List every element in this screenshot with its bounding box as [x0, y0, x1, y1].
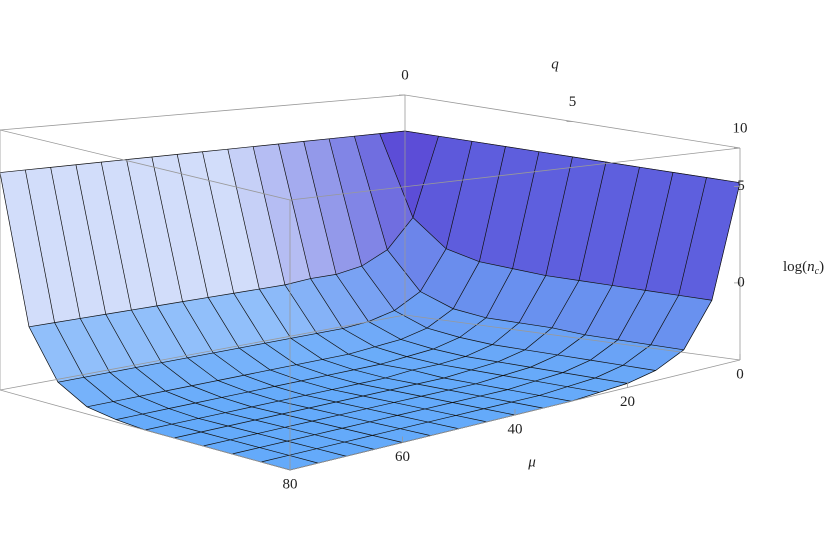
mesh-line [176, 154, 487, 423]
surface [0, 130, 741, 471]
z-label-part: c [815, 266, 820, 277]
z-tick-label: 0 [737, 274, 745, 290]
x-tick-label: 80 [283, 476, 298, 492]
z-label-part: log( [783, 259, 807, 275]
x-tick-label: 60 [395, 449, 410, 465]
x-axis-label: μ [527, 454, 536, 470]
box-edge [0, 314, 406, 391]
mesh-line [278, 143, 600, 393]
mesh-line [227, 149, 544, 409]
mesh-line [50, 167, 347, 457]
z-axis-label: log(nc) [783, 259, 824, 277]
mesh-line [202, 151, 516, 416]
y-tick-label: 5 [569, 94, 577, 110]
z-label-part: n [807, 259, 815, 275]
box-edge [289, 147, 741, 201]
y-axis-label: q [551, 56, 559, 72]
x-tick-label: 20 [620, 394, 635, 410]
mesh-line [75, 164, 375, 450]
y-tick-label: 10 [733, 120, 748, 136]
mesh-line [328, 138, 656, 371]
mesh-line [354, 136, 684, 351]
box-edge [0, 129, 291, 201]
box-edge [404, 314, 741, 361]
mesh-line [151, 156, 459, 430]
z-tick-label: 5 [737, 178, 745, 194]
mesh-line [404, 130, 741, 184]
y-tick-label: 0 [401, 67, 409, 83]
mesh-line [252, 146, 572, 402]
mesh-line [303, 141, 628, 384]
x-tick-label: 40 [508, 421, 523, 437]
x-tick-label: 0 [736, 366, 744, 382]
mesh-line [100, 162, 403, 443]
box-edge [0, 389, 291, 471]
mesh-line [24, 169, 319, 464]
mesh-line [379, 133, 712, 301]
z-label-part: ) [819, 259, 824, 275]
box-edge [0, 94, 406, 131]
axes: 0 20 40 60 80 0 5 10 0 5 [0, 67, 748, 492]
mesh-line [126, 159, 431, 436]
